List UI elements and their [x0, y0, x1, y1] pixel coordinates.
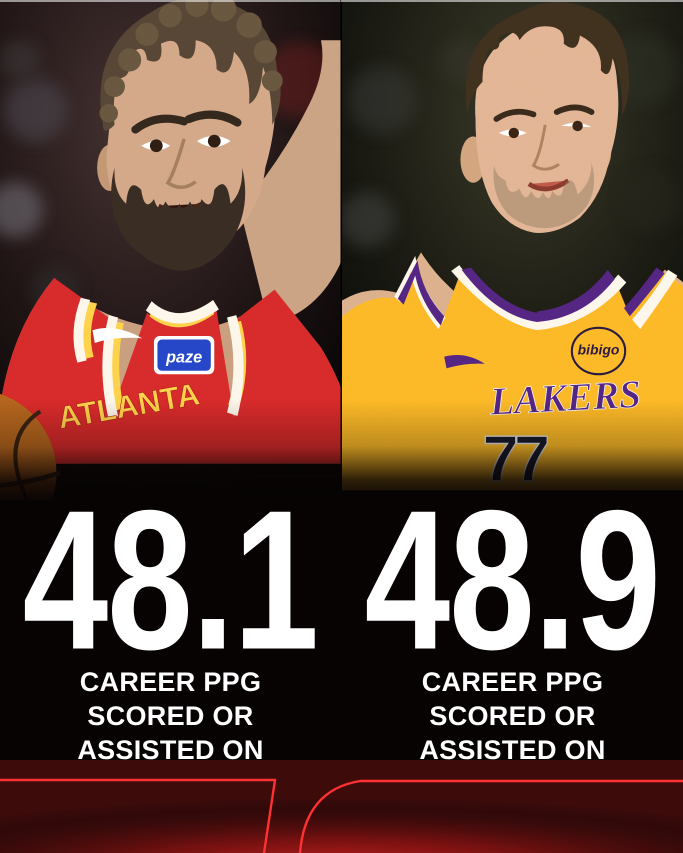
svg-text:bibigo: bibigo	[578, 341, 620, 357]
svg-text:paze: paze	[165, 349, 202, 367]
svg-text:LAKERS: LAKERS	[488, 372, 642, 424]
